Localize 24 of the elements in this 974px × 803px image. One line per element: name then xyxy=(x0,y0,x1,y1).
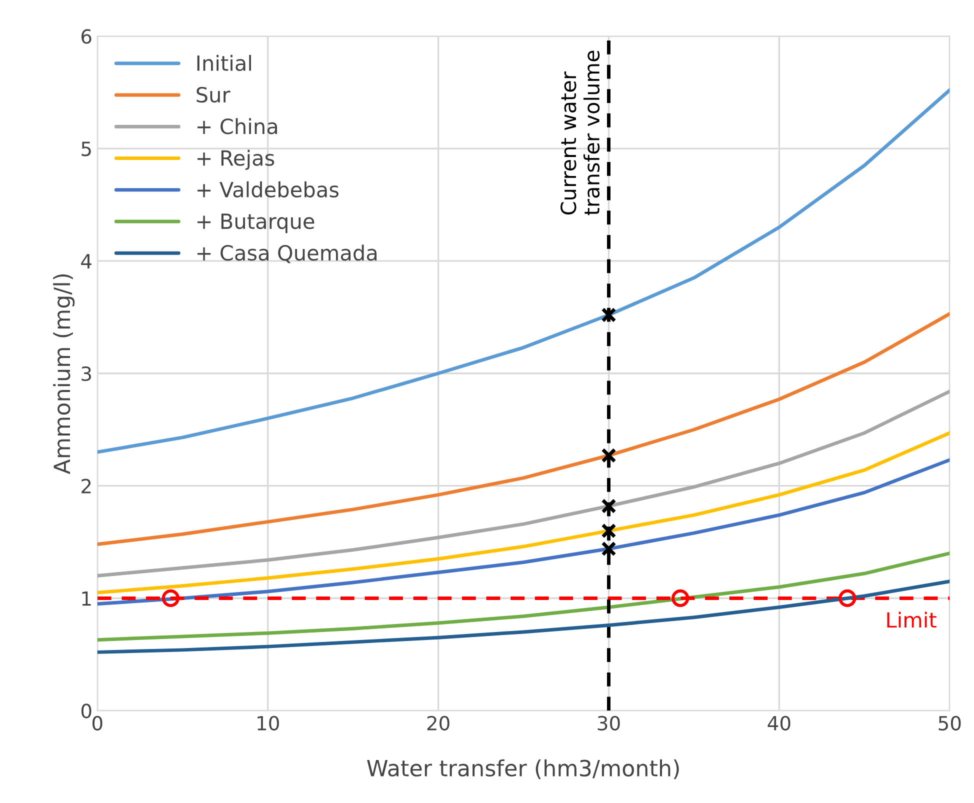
ref-line-label: Current water transfer volume xyxy=(560,50,600,216)
y-tick-label: 6 xyxy=(82,29,92,44)
x-tick-label: 50 xyxy=(938,716,961,731)
y-tick-label: 0 xyxy=(81,704,92,718)
legend-label: + Rejas xyxy=(198,150,274,170)
y-axis-title: Ammonium (mg/l) xyxy=(53,274,75,474)
x-tick-label: 0 xyxy=(92,716,102,731)
y-tick-label: 5 xyxy=(82,142,91,156)
y-tick-label: 4 xyxy=(81,254,92,268)
y-tick-label: 3 xyxy=(82,366,91,382)
x-tick-label: 40 xyxy=(768,716,790,731)
y-tick-label: 1 xyxy=(82,591,91,606)
legend-label: Initial xyxy=(197,54,252,72)
x-tick-label: 30 xyxy=(598,716,620,731)
legend-label: + China xyxy=(198,118,278,134)
legend-label: + Casa Quemada xyxy=(198,244,377,264)
x-tick-label: 20 xyxy=(427,716,450,731)
legend-label: + Valdebebas xyxy=(198,181,338,198)
legend-label: Sur xyxy=(196,86,230,103)
x-axis-title: Water transfer (hm3/month) xyxy=(367,759,679,780)
x-tick-label: 10 xyxy=(258,716,279,731)
ref-line-label: Limit xyxy=(887,612,936,628)
legend-label: + Butarque xyxy=(198,214,314,234)
y-tick-label: 2 xyxy=(82,478,91,494)
